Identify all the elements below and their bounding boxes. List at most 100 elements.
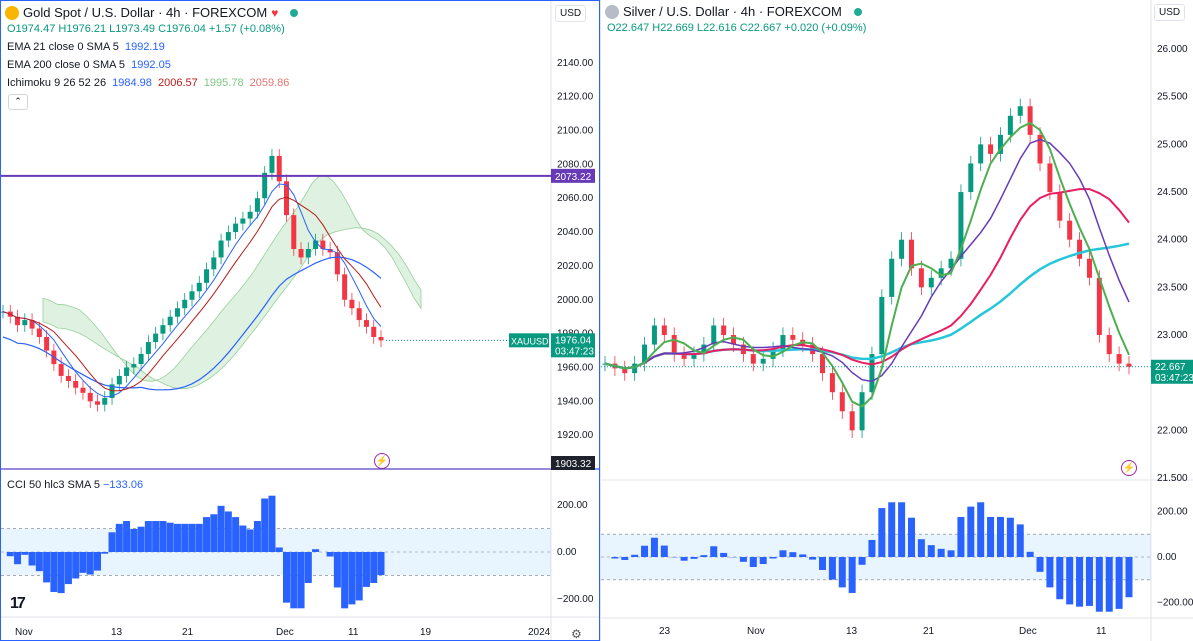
heart-icon[interactable]: ♥	[271, 5, 279, 20]
silver-candle	[978, 144, 984, 164]
silver-candle	[1027, 106, 1033, 135]
cci-bar	[621, 557, 629, 560]
gold-chart-title[interactable]: Gold Spot / U.S. Dollar · 4h · FOREXCOM	[23, 5, 268, 20]
cci-y-tick: 200.00	[557, 500, 588, 511]
countdown-label: 03:47:23	[1155, 373, 1193, 384]
cci-bar	[1056, 557, 1064, 600]
tradingview-logo[interactable]: 17	[10, 595, 26, 612]
gold-candle	[305, 249, 311, 258]
gold-candle	[233, 223, 239, 233]
gold-candle	[182, 299, 188, 309]
cci-bar	[210, 514, 218, 552]
gear-icon[interactable]: ⚙	[571, 627, 582, 641]
silver-y-tick: 26.000	[1157, 44, 1188, 55]
gold-x-tick: 19	[420, 627, 432, 638]
current-price-tag	[551, 333, 595, 358]
cci-bar	[239, 525, 247, 552]
cci-bar	[809, 557, 817, 560]
silver-chart-svg[interactable]: 26.000 25.500 25.000 24.500 24.000 23.500 23.0…	[601, 0, 1193, 641]
current-price-label: 1976.04	[555, 335, 592, 346]
cci-bar	[6, 552, 14, 557]
flash-icon[interactable]: ⚡	[374, 453, 390, 469]
silver-candle	[1096, 277, 1102, 336]
silver-candle	[681, 354, 687, 359]
hline-1903-label: 1903.32	[555, 459, 592, 470]
silver-candle	[829, 373, 835, 393]
silver-x-tick: Nov	[747, 626, 765, 637]
ema21-legend[interactable]: EMA 21 close 0 SMA 5 1992.19	[7, 41, 165, 53]
cci-bar	[878, 508, 886, 557]
silver-candle	[879, 296, 885, 355]
cci-bar	[14, 552, 22, 565]
silver-symbol-icon	[605, 4, 619, 19]
silver-x-tick: 23	[659, 626, 671, 637]
gold-chart-svg[interactable]: 2140.00 2120.00 2100.00 2080.00 2060.00 2040.…	[1, 1, 599, 640]
gold-x-tick: 13	[111, 627, 123, 638]
flash-icon[interactable]: ⚡	[1121, 460, 1137, 476]
gold-y-tick: 1960.00	[557, 362, 594, 373]
cci-bar	[868, 539, 876, 557]
cci-bar	[680, 557, 688, 561]
gold-currency-button[interactable]: USD	[555, 5, 587, 22]
current-price-tag	[1151, 359, 1193, 384]
silver-currency-button[interactable]: USD	[1154, 4, 1186, 21]
cci-bar	[312, 549, 320, 552]
silver-y-tick: 23.500	[1157, 282, 1188, 293]
silver-candle	[1077, 239, 1083, 259]
cci-bar	[996, 516, 1004, 557]
cci-bar	[108, 532, 116, 552]
gold-y-tick: 1940.00	[557, 396, 594, 407]
countdown-label: 03:47:23	[555, 346, 594, 357]
panel-separator[interactable]	[600, 0, 601, 641]
cci-bar	[217, 505, 225, 552]
silver-chart-title[interactable]: Silver / U.S. Dollar · 4h · FOREXCOM	[623, 4, 842, 19]
cci-bar	[779, 550, 787, 557]
silver-ohlc: O22.647 H22.669 L22.616 C22.667 +0.020 (…	[607, 22, 867, 34]
collapse-legend-button[interactable]: ⌃	[8, 94, 28, 110]
silver-candle	[760, 358, 766, 364]
gold-candle	[313, 240, 319, 249]
ma-red-line	[604, 188, 1130, 370]
gold-candle	[73, 381, 79, 388]
silver-candle	[1007, 115, 1013, 135]
cci-bar	[957, 516, 965, 557]
market-open-icon	[853, 7, 862, 16]
gold-chart-panel[interactable]: 2140.00 2120.00 2100.00 2080.00 2060.00 2040.…	[0, 0, 600, 641]
gold-candle	[320, 240, 326, 249]
cci-bar	[79, 552, 87, 573]
cci-bar	[377, 552, 385, 576]
silver-candle	[839, 392, 845, 412]
silver-candle	[968, 163, 974, 193]
gold-candle	[240, 218, 246, 224]
gold-candle	[291, 215, 297, 249]
cci-legend[interactable]: CCI 50 hlc3 SMA 5 −133.06	[7, 479, 144, 491]
cci-bar	[1115, 557, 1123, 609]
gold-candle	[160, 325, 166, 334]
cci-bar	[137, 526, 145, 552]
gold-y-tick: 2060.00	[557, 193, 594, 204]
gold-y-tick: 2040.00	[557, 227, 594, 238]
cci-bar	[828, 557, 836, 580]
ema200-legend[interactable]: EMA 200 close 0 SMA 5 1992.05	[7, 59, 171, 71]
gold-candle	[145, 342, 151, 354]
cci-bar	[181, 523, 189, 552]
cci-bar	[268, 495, 276, 552]
cci-bar	[297, 552, 305, 609]
cci-bar	[152, 521, 160, 552]
cci-bar	[166, 522, 174, 552]
silver-candle	[938, 268, 944, 278]
ichimoku-legend[interactable]: Ichimoku 9 26 52 26 1984.98 2006.57 1995…	[7, 77, 290, 89]
cci-bar	[1006, 517, 1014, 557]
cci-bar	[690, 557, 698, 559]
silver-x-tick: 13	[846, 626, 858, 637]
gold-candle	[196, 282, 202, 292]
gold-x-tick: 11	[348, 627, 359, 638]
cci-bar	[94, 552, 101, 571]
gold-candle	[298, 249, 304, 258]
hline-1903-tag	[551, 456, 595, 470]
cci-bar	[283, 552, 290, 603]
cci-bar	[341, 552, 349, 609]
silver-chart-panel[interactable]: 26.000 25.500 25.000 24.500 24.000 23.500 23.0…	[601, 0, 1193, 641]
silver-candle	[671, 335, 677, 355]
silver-candle	[770, 349, 776, 359]
